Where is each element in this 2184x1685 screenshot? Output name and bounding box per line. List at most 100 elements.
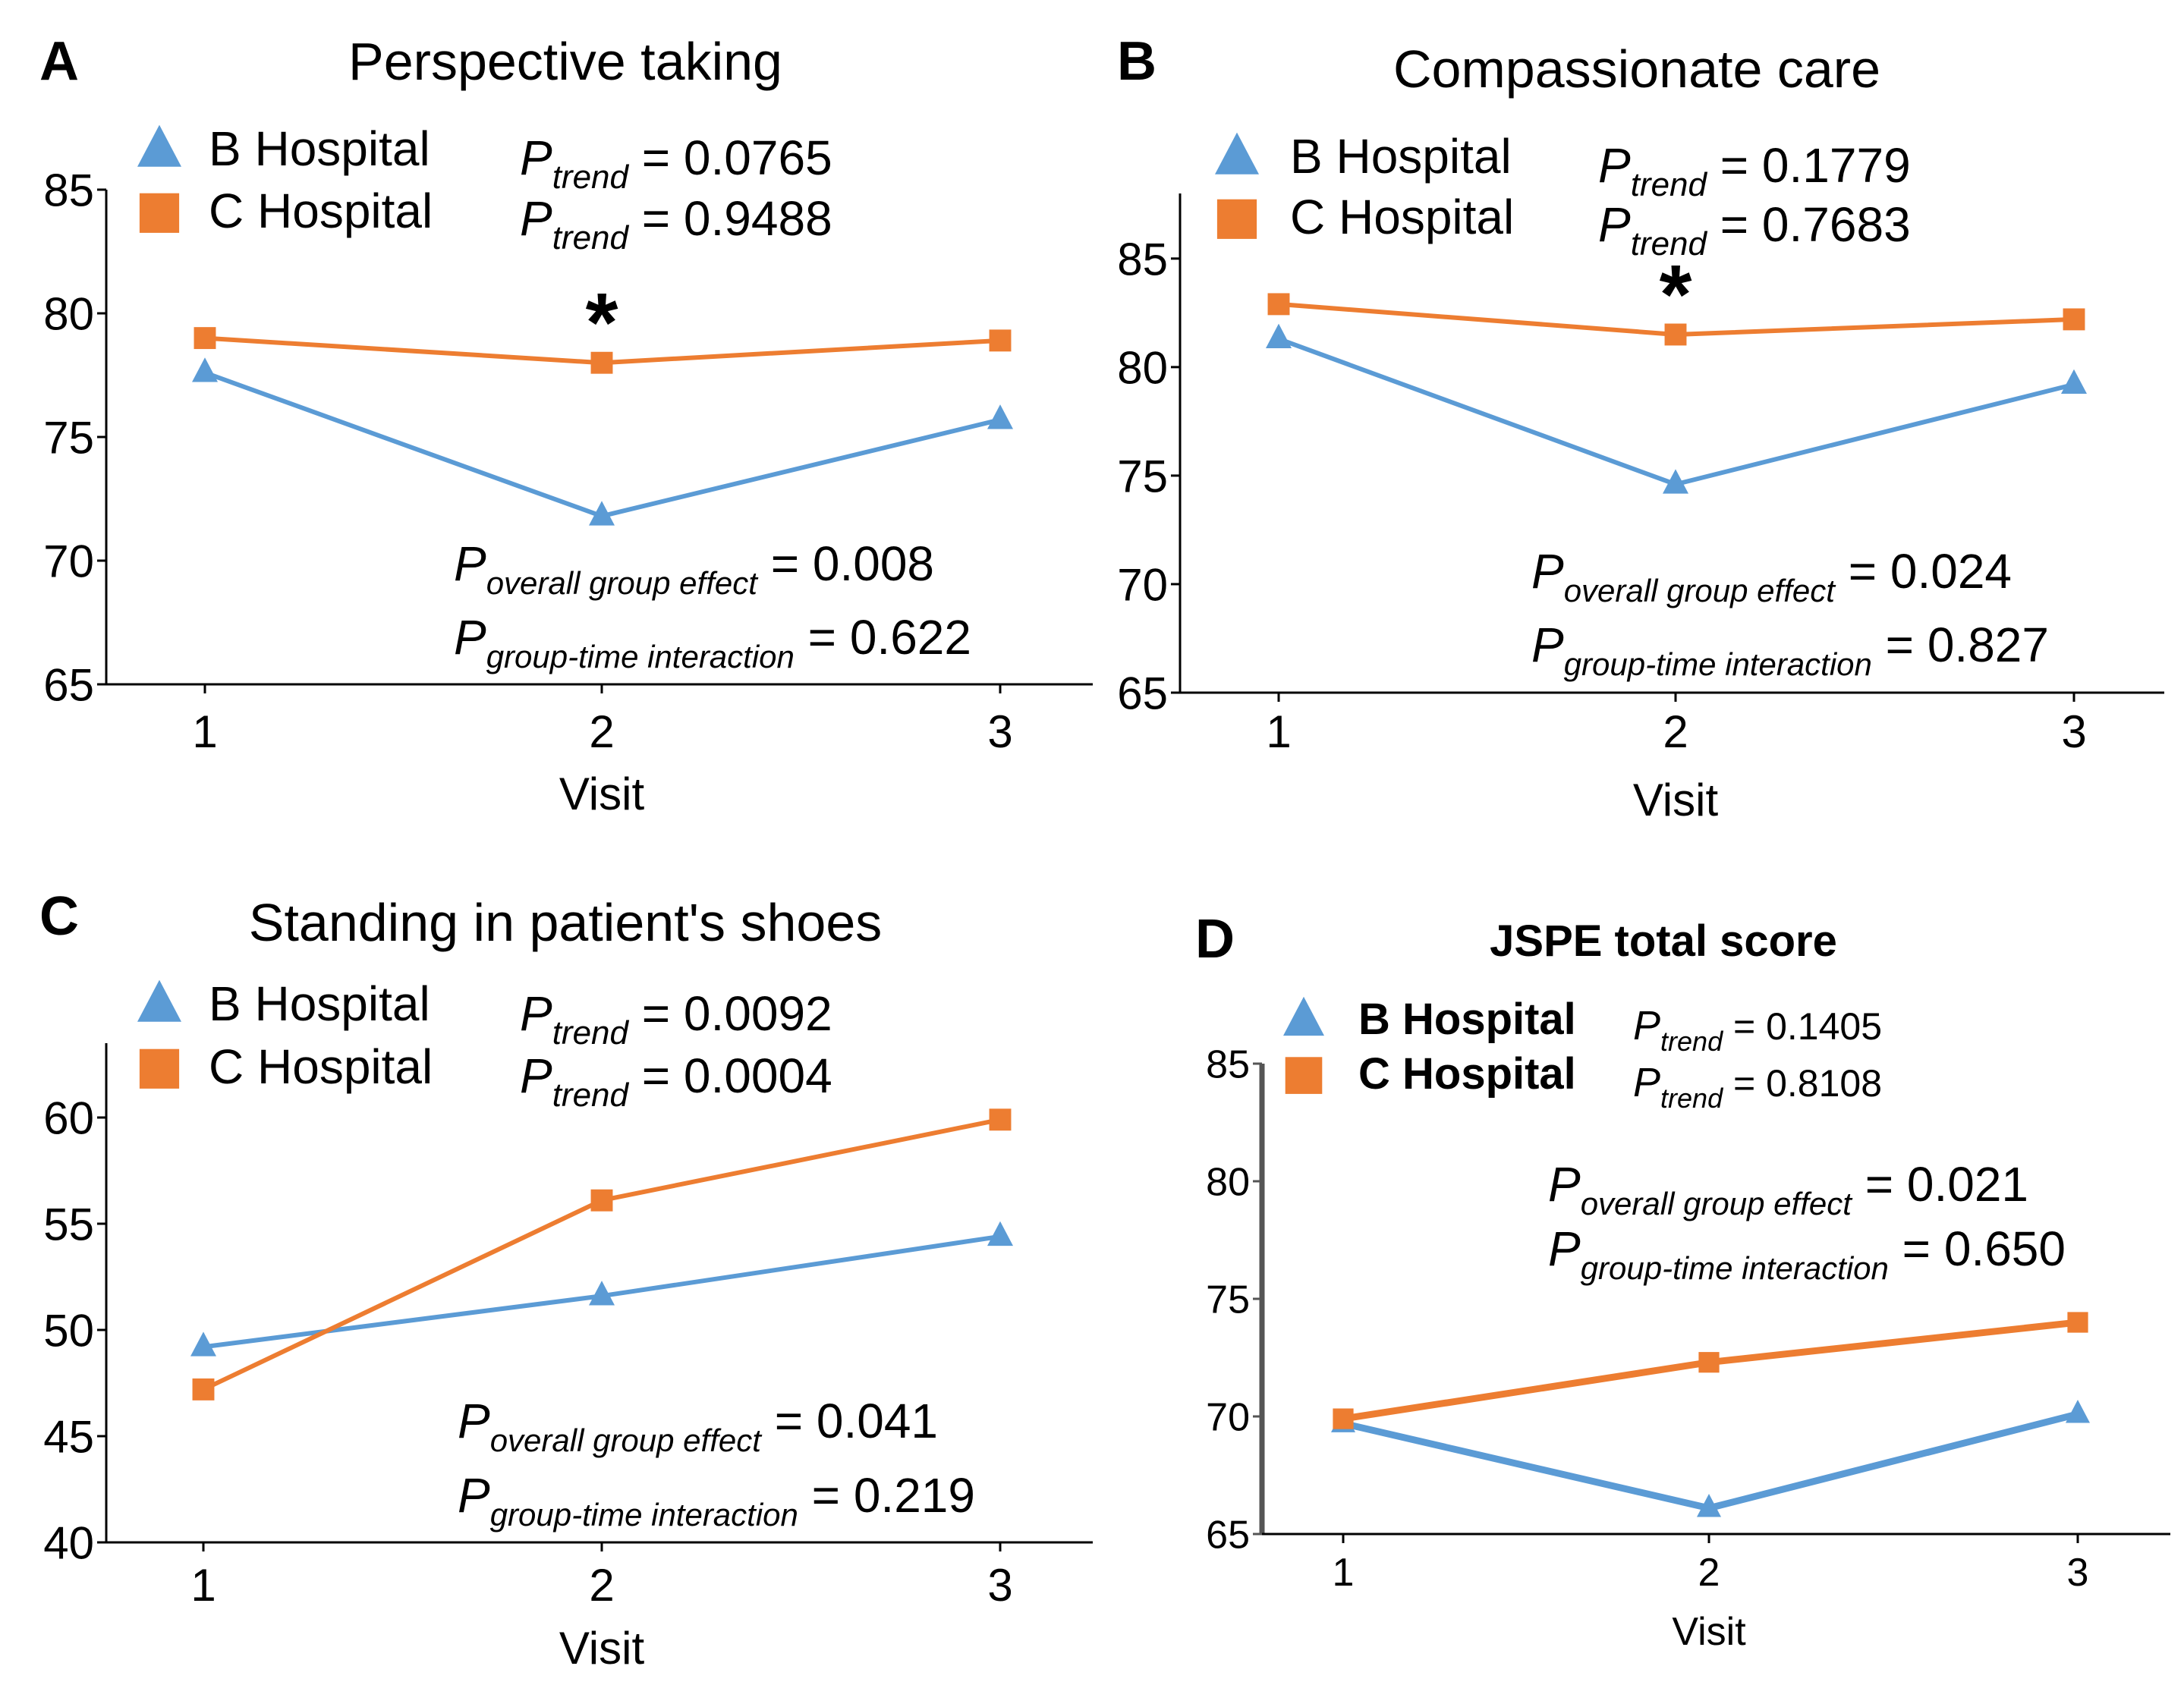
legend-label-b-hospital: B Hospital (1290, 129, 1512, 184)
legend-marker-b-hospital (137, 979, 181, 1022)
data-point-c-hospital (1664, 323, 1687, 346)
data-point-c-hospital (1267, 293, 1290, 316)
data-point-b-hospital (589, 1281, 615, 1306)
y-tick-label: 65 (1117, 668, 1168, 719)
p-group-time-interaction: Pgroup-time interaction = 0.219 (458, 1468, 975, 1533)
data-point-c-hospital (1333, 1408, 1354, 1429)
chart-title: Standing in patient's shoes (249, 893, 883, 952)
p-trend-c-hospital: Ptrend = 0.7683 (1598, 197, 1911, 262)
panel-a: A Perspective taking 65 70 75 80 85 1 2 3 Visit * B … (39, 31, 1093, 819)
p-trend-b-hospital: Ptrend = 0.0765 (520, 130, 832, 196)
panel-letter: B (1117, 31, 1157, 92)
panel-letter: D (1195, 909, 1235, 970)
data-point-b-hospital (1266, 323, 1292, 348)
x-axis-label: Visit (1672, 1610, 1746, 1654)
y-tick-label: 45 (43, 1412, 94, 1463)
legend-label-b-hospital: B Hospital (1358, 995, 1576, 1044)
panel-letter: A (39, 31, 79, 92)
legend-label-c-hospital: C Hospital (209, 184, 433, 238)
x-axis-label: Visit (559, 1623, 645, 1674)
y-tick-label: 70 (1206, 1396, 1250, 1440)
p-overall-group-effect: Poverall group effect = 0.008 (454, 536, 934, 601)
chart-title: Perspective taking (348, 32, 782, 91)
x-axis-label: Visit (559, 769, 645, 819)
x-tick-label: 3 (987, 706, 1012, 757)
data-point-c-hospital (989, 1108, 1012, 1131)
data-point-b-hospital (192, 357, 218, 382)
y-tick-label: 65 (1206, 1514, 1250, 1558)
chart-title: JSPE total score (1490, 916, 1837, 966)
legend-marker-b-hospital (1283, 996, 1324, 1036)
data-point-c-hospital (1698, 1352, 1720, 1373)
data-point-c-hospital (989, 329, 1012, 352)
data-point-b-hospital (2061, 369, 2087, 395)
legend-marker-c-hospital (1285, 1057, 1323, 1094)
p-group-time-interaction: Pgroup-time interaction = 0.650 (1548, 1221, 2066, 1286)
y-tick-label: 75 (43, 413, 94, 464)
legend-label-c-hospital: C Hospital (209, 1039, 433, 1094)
p-overall-group-effect: Poverall group effect = 0.024 (1531, 544, 2012, 608)
y-tick-label: 80 (43, 289, 94, 340)
legend-marker-c-hospital (139, 1048, 180, 1089)
panel-d: D JSPE total score 65 70 75 80 85 1 2 3 Visit B Hos… (1195, 909, 2170, 1654)
legend-marker-b-hospital (1215, 132, 1259, 174)
x-axis-label: Visit (1633, 775, 1719, 825)
legend-marker-b-hospital (137, 124, 181, 167)
legend-marker-c-hospital (1216, 199, 1257, 239)
p-overall-group-effect: Poverall group effect = 0.021 (1548, 1157, 2028, 1221)
x-tick-label: 2 (589, 706, 614, 757)
significance-star: * (586, 276, 618, 369)
data-point-b-hospital (589, 501, 615, 526)
y-tick-label: 60 (43, 1093, 94, 1144)
x-tick-label: 3 (2067, 1551, 2089, 1595)
x-tick-label: 1 (1266, 706, 1291, 757)
y-tick-label: 70 (43, 536, 94, 587)
legend-marker-c-hospital (139, 193, 180, 233)
data-point-b-hospital (987, 1221, 1013, 1246)
legend-label-b-hospital: B Hospital (209, 121, 430, 176)
series-line-b-hospital (1342, 1410, 2079, 1512)
y-tick-label: 65 (43, 660, 94, 711)
p-trend-b-hospital: Ptrend = 0.1779 (1598, 138, 1911, 203)
panel-c: C Standing in patient's shoes 40 45 50 55 60 1 2… (39, 886, 1093, 1674)
legend-label-c-hospital: C Hospital (1358, 1049, 1576, 1099)
y-tick-label: 80 (1206, 1161, 1250, 1205)
data-point-c-hospital (590, 1189, 613, 1212)
data-point-b-hospital (987, 404, 1013, 429)
p-trend-b-hospital: Ptrend = 0.0092 (520, 986, 832, 1052)
data-point-c-hospital (2063, 308, 2085, 331)
series-line-b-hospital (1277, 336, 2075, 487)
data-point-b-hospital (190, 1331, 216, 1356)
y-tick-label: 40 (43, 1518, 94, 1569)
y-tick-label: 55 (43, 1199, 94, 1250)
p-group-time-interaction: Pgroup-time interaction = 0.622 (454, 610, 971, 674)
p-overall-group-effect: Poverall group effect = 0.041 (458, 1394, 938, 1458)
x-tick-label: 1 (1333, 1551, 1355, 1595)
data-point-c-hospital (590, 351, 613, 374)
x-tick-label: 1 (192, 706, 217, 757)
x-tick-label: 2 (589, 1560, 614, 1611)
x-tick-label: 3 (2061, 706, 2086, 757)
chart-title: Compassionate care (1393, 39, 1880, 99)
data-point-b-hospital (1697, 1494, 1721, 1517)
y-tick-label: 50 (43, 1306, 94, 1356)
p-group-time-interaction: Pgroup-time interaction = 0.827 (1531, 618, 2049, 682)
legend-label-c-hospital: C Hospital (1290, 190, 1514, 244)
y-tick-label: 85 (1117, 234, 1168, 285)
x-tick-label: 2 (1663, 706, 1688, 757)
y-tick-label: 85 (43, 165, 94, 216)
p-trend-c-hospital: Ptrend = 0.8108 (1633, 1060, 1882, 1114)
y-tick-label: 75 (1206, 1278, 1250, 1322)
panel-b: B Compassionate care 65 70 75 80 85 1 2 3 Visit * B … (1117, 31, 2164, 825)
significance-star: * (1660, 248, 1692, 341)
panel-letter: C (39, 886, 79, 947)
y-tick-label: 75 (1117, 451, 1168, 502)
p-trend-c-hospital: Ptrend = 0.9488 (520, 191, 832, 256)
data-point-c-hospital (2067, 1312, 2088, 1333)
legend-label-b-hospital: B Hospital (209, 976, 430, 1031)
data-point-c-hospital (192, 1378, 215, 1400)
p-trend-b-hospital: Ptrend = 0.1405 (1633, 1003, 1882, 1057)
data-point-b-hospital (1663, 469, 1688, 494)
x-tick-label: 1 (190, 1560, 216, 1611)
